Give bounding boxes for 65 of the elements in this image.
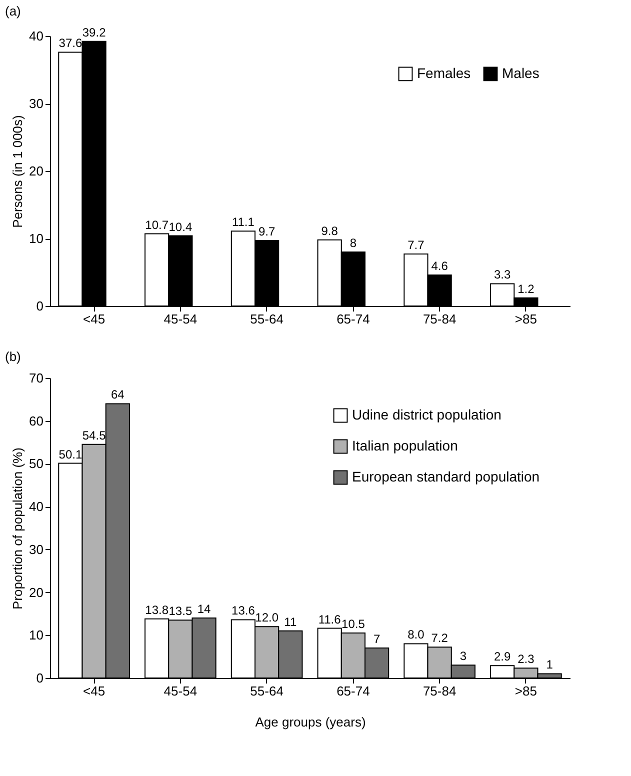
x-tick-label: <45 <box>83 684 106 698</box>
data-label: 1.2 <box>518 282 535 296</box>
data-label: 7 <box>373 632 380 646</box>
x-tick-label: >85 <box>514 684 537 698</box>
data-label: 13.5 <box>168 604 192 618</box>
data-label: 54.5 <box>82 428 106 442</box>
x-tick-label: 45-54 <box>164 684 198 698</box>
data-label: 7.7 <box>408 238 425 252</box>
legend-label: Males <box>502 64 540 81</box>
chart-title: (b) <box>5 349 21 364</box>
y-tick-label: 30 <box>29 96 44 111</box>
x-tick-label: 75-84 <box>422 684 456 698</box>
y-tick-label: 60 <box>29 413 44 428</box>
x-tick-label: 45-54 <box>164 312 198 326</box>
data-label: 64 <box>110 388 125 402</box>
y-tick-label: 0 <box>36 298 44 314</box>
x-tick-label: 65-74 <box>336 684 370 698</box>
x-tick-label: 65-74 <box>336 312 370 326</box>
x-tick-label: 75-84 <box>422 312 456 326</box>
legend-label: Females <box>417 64 471 81</box>
legend-label: European standard population <box>352 468 540 484</box>
y-axis-title: Persons (in 1 000s) <box>10 115 26 228</box>
y-tick-label: 20 <box>29 164 44 178</box>
data-label: 7.2 <box>431 631 448 646</box>
y-tick-label: 70 <box>29 370 44 386</box>
data-label: 39.2 <box>82 25 106 40</box>
data-label: 13.8 <box>145 602 169 617</box>
y-tick-label: 10 <box>29 231 44 246</box>
data-label: 3 <box>460 649 467 664</box>
y-tick-label: 0 <box>36 670 44 686</box>
data-label: 11 <box>284 614 297 629</box>
x-tick-label: 55-64 <box>250 312 284 326</box>
data-label: 3.3 <box>494 268 511 282</box>
y-tick-label: 10 <box>29 628 44 643</box>
data-label: 37.6 <box>58 36 82 50</box>
data-label: 10.7 <box>145 218 169 232</box>
data-label: 13.6 <box>232 604 256 618</box>
data-label: 14 <box>197 602 212 616</box>
y-tick-label: 50 <box>29 456 44 472</box>
legend-label: Italian population <box>352 438 458 454</box>
data-label: 8 <box>350 236 357 250</box>
data-label: 50.1 <box>58 447 82 462</box>
data-label: 12.0 <box>255 610 279 625</box>
y-tick-label: 30 <box>29 542 44 557</box>
data-label: 11.1 <box>232 215 255 230</box>
y-axis-title: Proportion of population (%) <box>10 448 26 610</box>
data-label: 10.5 <box>342 617 366 631</box>
x-tick-label: <45 <box>83 312 106 326</box>
data-label: 10.4 <box>168 220 192 234</box>
chart-title: (a) <box>5 3 21 18</box>
data-label: 11.6 <box>318 612 342 626</box>
x-tick-label: >85 <box>514 312 537 326</box>
y-tick-label: 40 <box>29 28 44 44</box>
data-label: 9.7 <box>258 224 276 239</box>
legend-label: Udine district population <box>352 406 502 422</box>
data-label: 2.9 <box>494 650 511 664</box>
data-label: 2.3 <box>518 652 535 666</box>
y-tick-label: 40 <box>29 499 44 514</box>
x-axis-title: Age groups (years) <box>255 714 366 730</box>
x-tick-label: 55-64 <box>250 684 284 698</box>
data-label: 8.0 <box>408 628 425 642</box>
y-tick-label: 20 <box>29 584 44 600</box>
data-label: 1 <box>546 658 554 672</box>
data-label: 4.6 <box>431 258 448 273</box>
data-label: 9.8 <box>321 224 338 238</box>
